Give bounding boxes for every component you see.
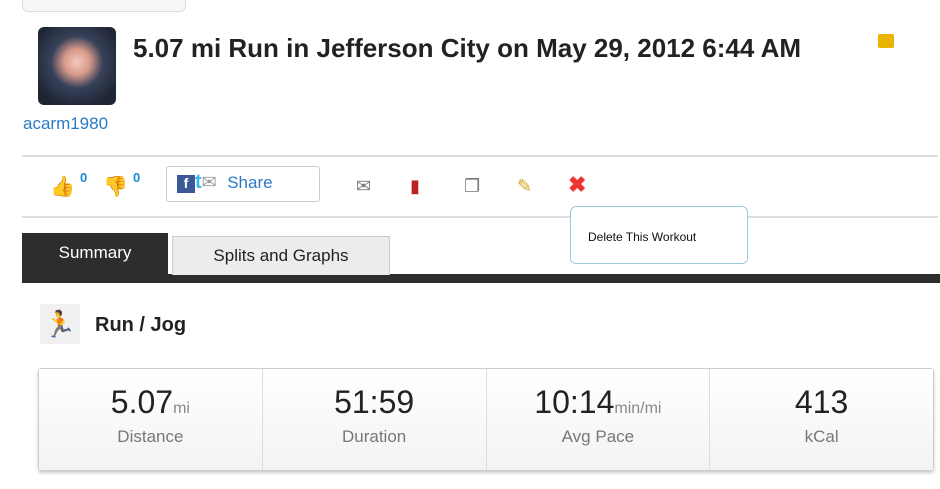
stat-value: 5.07	[110, 384, 174, 420]
stat-unit: mi	[173, 400, 190, 417]
stat-label: Duration	[341, 427, 407, 446]
top-nav-fragment	[22, 0, 186, 12]
stat-duration: 51:59 Duration	[262, 369, 487, 470]
stat-label: kCal	[804, 427, 839, 446]
share-button[interactable]: f t✉ Share	[166, 166, 320, 202]
facebook-icon: f	[177, 175, 195, 193]
delete-tooltip: Delete This Workout	[570, 206, 748, 264]
copy-icon[interactable]: ❐	[464, 176, 481, 196]
thumbs-up-icon[interactable]: 👍	[50, 176, 75, 198]
mail-icon: ✉	[201, 172, 217, 192]
stats-panel: 5.07mi Distance 51:59 Duration 10:14min/mi…	[38, 368, 934, 471]
page-title: 5.07 mi Run in Jefferson City on May 29,…	[133, 33, 802, 63]
username-link[interactable]: acarm1980	[23, 114, 109, 133]
stat-label: Avg Pace	[561, 427, 635, 446]
stat-label: Distance	[117, 427, 184, 446]
tab-bar: Summary Splits and Graphs	[22, 233, 940, 283]
like-count: 0	[80, 170, 88, 185]
edit-icon[interactable]: ✎	[517, 176, 533, 196]
bookmark-icon[interactable]: ▮	[410, 176, 420, 196]
thumbs-down-icon[interactable]: 👎	[103, 176, 128, 198]
divider	[22, 155, 938, 157]
runner-icon: 🏃	[40, 304, 80, 344]
tab-summary[interactable]: Summary	[22, 233, 168, 274]
avatar[interactable]	[38, 27, 116, 105]
stat-value: 413	[794, 384, 849, 420]
dislike-count: 0	[133, 170, 141, 185]
email-icon[interactable]: ✉	[356, 176, 372, 196]
stat-unit: min/mi	[614, 400, 662, 417]
stat-kcal: 413 kCal	[710, 369, 933, 470]
stat-avg-pace: 10:14min/mi Avg Pace	[486, 369, 711, 470]
stat-distance: 5.07mi Distance	[39, 369, 263, 470]
tab-splits-and-graphs[interactable]: Splits and Graphs	[172, 236, 390, 275]
divider	[22, 216, 938, 218]
share-label: Share	[227, 173, 273, 192]
stat-value: 10:14	[534, 384, 615, 420]
unlock-icon[interactable]	[878, 34, 894, 48]
stat-value: 51:59	[334, 384, 415, 420]
twitter-icon: t	[195, 171, 202, 193]
delete-icon[interactable]: ✖	[568, 172, 587, 197]
activity-type: Run / Jog	[95, 314, 187, 336]
